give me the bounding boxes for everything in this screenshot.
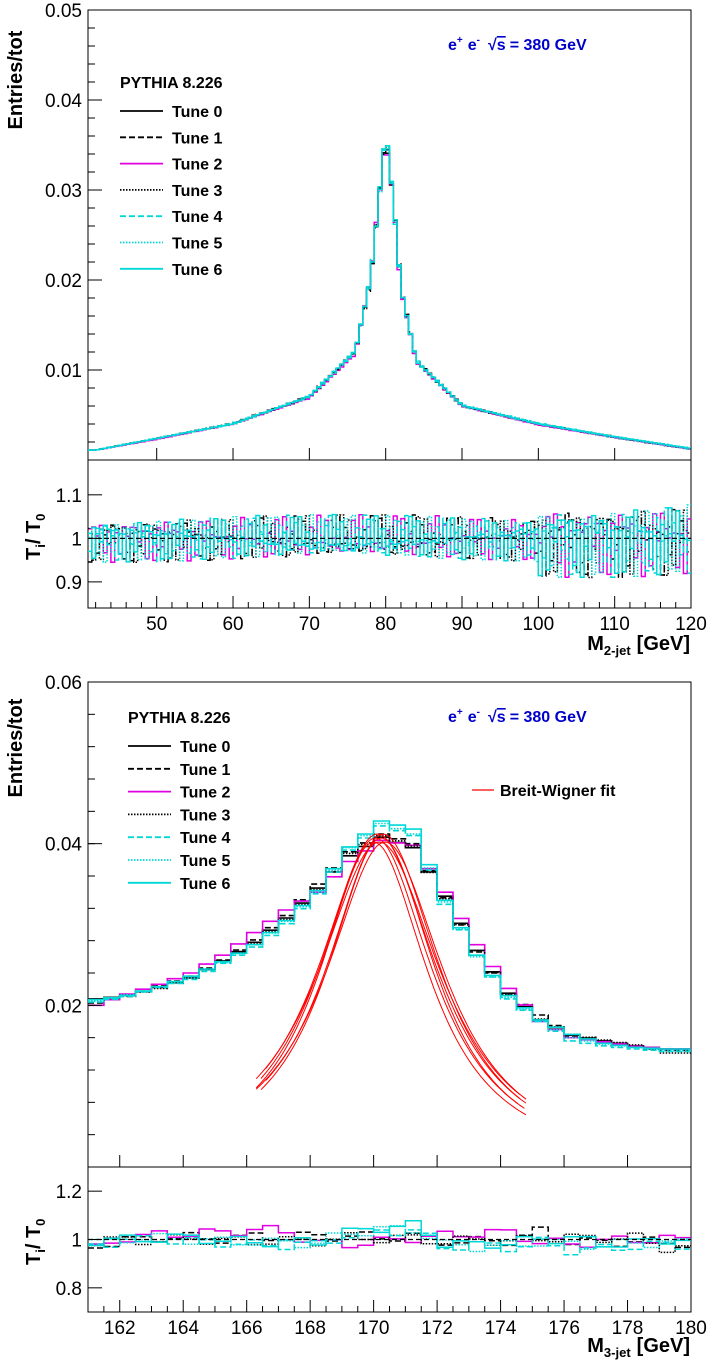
bottom-ratio-ytick-label: 1	[71, 1231, 82, 1252]
bottom-series-4	[88, 825, 691, 1053]
top-ytick-label: 0.04	[45, 91, 82, 112]
top-ratio-series-group	[88, 504, 691, 579]
top-ratio-series-3	[88, 509, 691, 579]
bottom-fit-curve-3	[255, 841, 520, 1095]
top-xtick-label: 110	[600, 614, 630, 635]
bottom-fit-curve-1	[260, 837, 519, 1105]
top-ratio-series-5	[88, 504, 691, 578]
top-legend-title: PYTHIA 8.226	[120, 75, 223, 92]
bottom-legend-label-5: Tune 5	[180, 853, 230, 870]
top-ytick-label: 0.02	[45, 271, 82, 292]
bottom-ratio-ytick-label: 1.2	[56, 1182, 82, 1203]
top-ratio-ytick-label: 1.1	[56, 486, 82, 507]
svg-text:Ti/ T0: Ti/ T0	[23, 1219, 48, 1265]
top-legend-label-1: Tune 1	[172, 130, 222, 147]
top-legend-label-4: Tune 4	[172, 209, 222, 226]
bottom-chart: 0.02 0.04 0.06 0.8 1 1.2 162 164 166 168 170 172 174…	[5, 673, 707, 1360]
top-series-group	[88, 145, 691, 451]
bottom-xtick-label: 162	[104, 1318, 136, 1339]
fit-legend-label: Breit-Wigner fit	[500, 783, 616, 800]
bottom-xtick-label: 174	[485, 1318, 517, 1339]
bottom-fit-curve-5	[265, 833, 520, 1099]
bottom-ylabel: Entries/tot	[5, 698, 27, 797]
bottom-ratio-series-4	[88, 1227, 691, 1256]
bottom-series-0	[88, 836, 691, 1050]
bottom-xtick-label: 178	[612, 1318, 644, 1339]
top-xtick-label: 90	[451, 614, 472, 635]
bottom-series-5	[88, 822, 691, 1052]
top-ratio-ytick-label: 1	[71, 529, 82, 550]
top-ratio-ytick-label: 0.9	[56, 573, 82, 594]
top-ratio-ylabel: Ti/ T0	[23, 514, 48, 560]
bottom-series-6	[88, 820, 691, 1050]
bottom-series-2	[88, 839, 691, 1050]
bottom-ytick-label: 0.04	[45, 835, 82, 856]
top-chart: 0.01 0.02 0.03 0.04 0.05 0.9 1 1.1 50 60 70 80 90 100…	[5, 1, 707, 658]
top-legend-label-2: Tune 2	[172, 157, 222, 174]
top-ytick-label: 0.05	[45, 1, 82, 22]
bottom-ratio-series-6	[88, 1219, 691, 1249]
top-xtick-label: 50	[146, 614, 167, 635]
top-ytick-label: 0.03	[45, 181, 82, 202]
bottom-series-1	[88, 833, 691, 1052]
bottom-legend-label-0: Tune 0	[180, 739, 230, 756]
bottom-main-frame	[87, 681, 692, 1168]
bottom-xtick-label: 168	[294, 1318, 326, 1339]
bottom-ytick-label: 0.06	[45, 673, 82, 694]
bottom-ratio-ytick-label: 0.8	[56, 1279, 82, 1300]
bottom-energy-annotation: e+ e- √s = 380 GeV	[448, 707, 587, 726]
bottom-ytick-label: 0.02	[45, 996, 82, 1017]
top-xtick-label: 80	[375, 614, 396, 635]
bottom-legend-title: PYTHIA 8.226	[128, 710, 231, 727]
bottom-ratio-series-group	[88, 1219, 691, 1256]
bottom-xtick-label: 164	[167, 1318, 199, 1339]
bottom-fit-group	[255, 833, 527, 1116]
top-xlabel: M2-jet [GeV]	[587, 633, 690, 658]
top-legend-label-6: Tune 6	[172, 262, 222, 279]
fit-legend-entry: Breit-Wigner fit	[472, 783, 616, 800]
top-series-6	[88, 145, 691, 451]
top-ytick-label: 0.01	[45, 361, 82, 382]
bottom-series-3	[88, 834, 691, 1054]
bottom-legend-label-4: Tune 4	[180, 830, 230, 847]
top-legend-label-5: Tune 5	[172, 236, 222, 253]
bottom-ratio-ylabel: Ti/ T0	[23, 1219, 48, 1265]
top-xtick-label: 120	[675, 614, 707, 635]
bottom-legend: PYTHIA 8.226 Tune 0 Tune 1 Tune 2 Tune 3 Tun…	[128, 710, 231, 893]
top-ratio-series-6	[88, 507, 691, 578]
bottom-legend-label-2: Tune 2	[180, 785, 230, 802]
bottom-xtick-label: 166	[231, 1318, 263, 1339]
bottom-xtick-label: 170	[358, 1318, 390, 1339]
top-legend: PYTHIA 8.226 Tune 0 Tune 1 Tune 2 Tune 3 Tun…	[120, 75, 223, 279]
bottom-axes-group: 0.02 0.04 0.06 0.8 1 1.2 162 164 166 168 170 172 174…	[45, 673, 707, 1339]
bottom-xtick-label: 172	[421, 1318, 453, 1339]
bottom-xtick-label: 180	[675, 1318, 707, 1339]
bottom-series-group	[88, 820, 691, 1054]
top-xtick-label: 100	[522, 614, 554, 635]
top-legend-label-0: Tune 0	[172, 104, 222, 121]
bottom-legend-label-1: Tune 1	[180, 762, 230, 779]
top-legend-label-3: Tune 3	[172, 183, 222, 200]
svg-text:Ti/ T0: Ti/ T0	[23, 514, 48, 560]
top-ylabel: Entries/tot	[5, 30, 27, 129]
top-xtick-label: 70	[299, 614, 320, 635]
bottom-xtick-label: 176	[548, 1318, 580, 1339]
top-energy-annotation: e+ e- √s = 380 GeV	[448, 35, 587, 54]
top-axes-group: 0.01 0.02 0.03 0.04 0.05 0.9 1 1.1 50 60 70 80 90 100…	[45, 1, 707, 635]
bottom-fit-curve-0	[255, 841, 527, 1116]
bottom-legend-label-6: Tune 6	[180, 876, 230, 893]
top-xtick-label: 60	[222, 614, 243, 635]
bottom-legend-label-3: Tune 3	[180, 807, 230, 824]
bottom-fit-curve-6	[255, 841, 527, 1100]
bottom-xlabel: M3-jet [GeV]	[587, 1335, 690, 1360]
bottom-fit-curve-4	[260, 837, 525, 1109]
